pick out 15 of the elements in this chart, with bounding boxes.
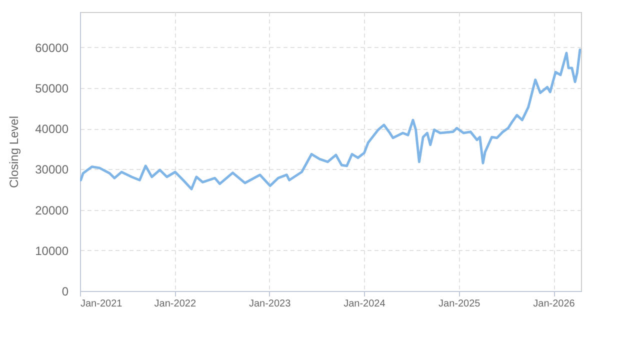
y-axis-title: Closing Level xyxy=(7,116,22,188)
y-tick-label: 10000 xyxy=(35,244,69,258)
line-series xyxy=(80,48,581,190)
x-tick-label: Jan-2024 xyxy=(344,298,386,310)
y-tick-label: 0 xyxy=(62,284,69,298)
y-tick-label: 20000 xyxy=(35,203,69,218)
x-tick-label: Jan-2021 xyxy=(80,298,123,310)
x-tick-label: Jan-2025 xyxy=(438,298,481,310)
y-tick-label: 40000 xyxy=(35,122,69,136)
x-tick-label: Jan-2026 xyxy=(533,298,576,310)
x-tick-label: Jan-2023 xyxy=(248,298,292,310)
y-tick-label: 60000 xyxy=(35,40,69,55)
x-tick-label: Jan-2022 xyxy=(154,298,196,310)
y-tick-label: 50000 xyxy=(35,81,69,96)
y-tick-label: 30000 xyxy=(35,162,69,177)
